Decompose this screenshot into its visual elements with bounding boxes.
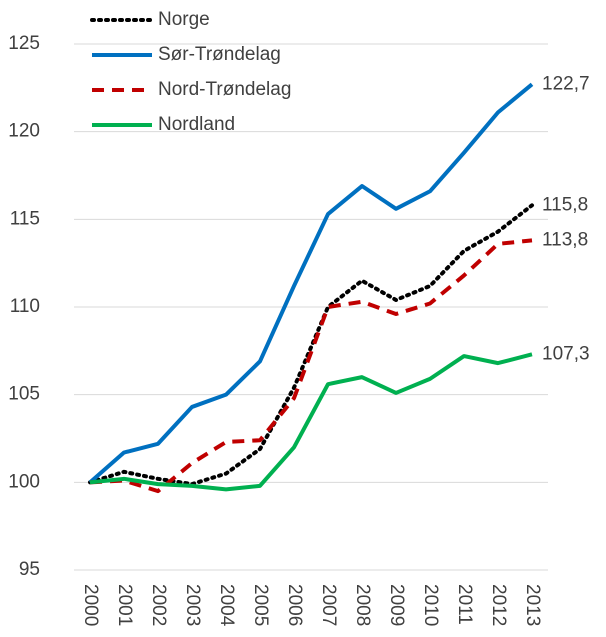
y-tick-label: 110 — [10, 296, 40, 317]
x-tick-label: 2005 — [250, 584, 271, 626]
series-line — [88, 82, 534, 484]
value-label: 115,8 — [542, 194, 588, 215]
y-tick-label: 115 — [10, 208, 40, 229]
series-line — [89, 238, 533, 494]
y-tick-label: 95 — [19, 559, 40, 580]
x-tick-label: 2006 — [284, 584, 305, 626]
x-tick-label: 2012 — [488, 584, 509, 626]
x-tick-label: 2004 — [216, 584, 237, 627]
x-tick-label: 2003 — [182, 584, 203, 626]
x-tick-label: 2000 — [80, 584, 101, 626]
x-tick-label: 2007 — [318, 584, 339, 626]
legend-label: Sør-Trøndelag — [158, 44, 281, 65]
x-tick-label: 2002 — [148, 584, 169, 626]
y-tick-label: 125 — [8, 33, 40, 54]
x-tick-label: 2001 — [114, 584, 135, 626]
series-line — [88, 203, 534, 487]
x-tick-label: 2013 — [522, 584, 543, 626]
x-tick-label: 2010 — [420, 584, 441, 626]
x-tick-label: 2011 — [454, 584, 475, 625]
legend-label: Nord-Trøndelag — [158, 79, 291, 100]
x-tick-label: 2009 — [386, 584, 407, 626]
value-label: 122,7 — [542, 73, 590, 94]
value-label: 113,8 — [542, 229, 588, 250]
series-line — [89, 352, 533, 492]
y-tick-label: 100 — [8, 471, 40, 492]
legend-label: Norge — [158, 9, 210, 30]
y-tick-label: 105 — [8, 384, 40, 405]
x-tick-label: 2008 — [352, 584, 373, 626]
y-tick-label: 120 — [8, 121, 40, 142]
value-label: 107,3 — [542, 343, 590, 364]
legend-label: Nordland — [158, 114, 235, 135]
